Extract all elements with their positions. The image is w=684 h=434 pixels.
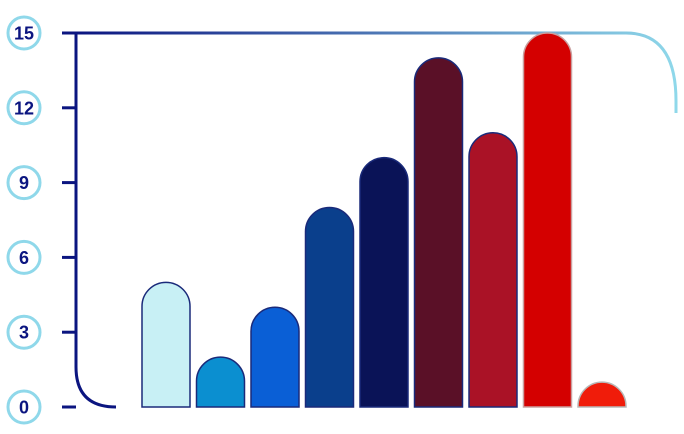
y-tick: 12: [6, 90, 76, 126]
bar: [195, 356, 246, 408]
y-tick-label: 9: [19, 173, 29, 193]
bar: [359, 156, 409, 408]
y-tick-label: 0: [19, 398, 29, 418]
bar: [413, 57, 464, 408]
y-tick-badge: [6, 165, 42, 201]
y-tick: 6: [6, 239, 76, 275]
bar: [141, 281, 191, 408]
y-tick-label: 15: [14, 24, 34, 44]
y-tick-badge: [6, 90, 42, 126]
y-tick-badge: [6, 389, 42, 425]
bar: [577, 381, 627, 408]
bar: [304, 206, 355, 408]
bar: [522, 32, 573, 408]
y-tick: 0: [6, 389, 76, 425]
y-tick: 3: [6, 314, 76, 350]
y-tick-badge: [6, 314, 42, 350]
y-tick-label: 12: [14, 98, 34, 118]
y-tick: 15: [6, 15, 76, 51]
y-tick-badge: [6, 239, 42, 275]
y-tick-badge: [6, 15, 42, 51]
y-axis-ticks: 0 3 6 9 12 15: [6, 15, 76, 425]
bars: [141, 32, 627, 408]
bar: [250, 306, 300, 408]
y-tick: 9: [6, 165, 76, 201]
plot-top-border: [76, 31, 678, 113]
bar: [468, 132, 518, 408]
y-tick-label: 6: [19, 248, 29, 268]
plot-frame: [74, 33, 117, 409]
y-tick-label: 3: [19, 323, 29, 343]
